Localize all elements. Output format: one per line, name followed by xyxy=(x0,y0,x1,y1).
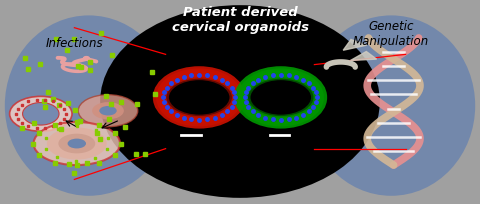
Ellipse shape xyxy=(257,83,304,113)
Ellipse shape xyxy=(10,97,72,132)
Ellipse shape xyxy=(78,95,138,127)
Polygon shape xyxy=(343,40,367,51)
Polygon shape xyxy=(350,52,377,61)
Ellipse shape xyxy=(100,6,380,198)
Text: Patient derived
cervical organoids: Patient derived cervical organoids xyxy=(171,6,309,34)
Ellipse shape xyxy=(92,103,124,120)
Ellipse shape xyxy=(307,16,475,196)
Ellipse shape xyxy=(59,134,95,154)
Ellipse shape xyxy=(34,122,120,165)
Ellipse shape xyxy=(5,16,173,196)
Text: Infections: Infections xyxy=(46,37,103,50)
Ellipse shape xyxy=(68,139,86,149)
Text: Genetic
Manipulation: Genetic Manipulation xyxy=(353,20,429,48)
Ellipse shape xyxy=(99,106,117,116)
Ellipse shape xyxy=(47,128,107,160)
Ellipse shape xyxy=(23,103,59,125)
Ellipse shape xyxy=(175,83,224,113)
